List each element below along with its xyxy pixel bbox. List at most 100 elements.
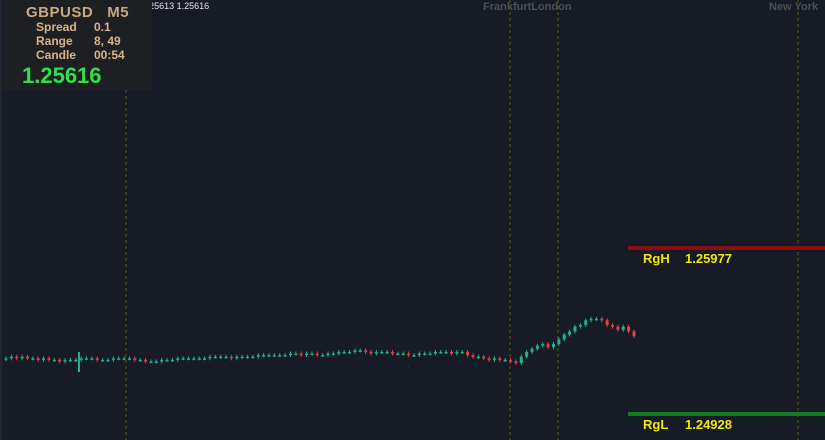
candle <box>514 361 518 364</box>
candle <box>229 356 233 359</box>
candle <box>557 339 561 345</box>
candle <box>503 359 507 362</box>
candle <box>584 320 588 326</box>
candle <box>181 358 185 360</box>
candle <box>170 359 174 362</box>
candle <box>509 359 513 362</box>
candle <box>95 358 99 360</box>
candle <box>127 358 131 360</box>
candle <box>546 344 550 348</box>
candle <box>79 358 83 360</box>
candle <box>482 356 486 359</box>
candle <box>106 359 110 362</box>
candle <box>321 355 325 357</box>
candle <box>315 353 319 356</box>
candle <box>530 348 534 352</box>
candle <box>283 355 287 357</box>
info-panel: GBPUSD M5 Spread 0.1 Range 8, 49 Candle … <box>4 0 152 90</box>
candle <box>439 351 443 354</box>
candle <box>149 361 153 363</box>
candle <box>165 359 169 362</box>
candle <box>133 358 137 360</box>
candle <box>246 356 250 359</box>
candle <box>299 353 303 356</box>
candle <box>348 351 352 354</box>
candle <box>310 353 314 356</box>
candle <box>111 358 115 360</box>
candle <box>605 320 609 326</box>
session-label-frankfurt-london: FrankfurtLondon <box>483 1 572 13</box>
candle <box>417 353 421 356</box>
candle <box>562 334 566 340</box>
candle <box>256 355 260 357</box>
candle <box>331 353 335 356</box>
range-low-label: RgL <box>643 417 669 432</box>
candle <box>68 359 72 362</box>
range-high-value: 1.25977 <box>685 251 732 266</box>
candle <box>423 353 427 356</box>
candle <box>294 353 298 356</box>
candle <box>160 359 164 362</box>
candle <box>428 353 432 356</box>
spread-value: 0.1 <box>94 20 111 34</box>
candle <box>305 353 309 356</box>
candle <box>272 355 276 357</box>
candle <box>476 356 480 359</box>
candle <box>235 356 239 359</box>
candle <box>525 351 529 357</box>
candle <box>251 356 255 359</box>
candle <box>589 318 593 321</box>
candle <box>192 358 196 360</box>
range-label: Range <box>36 34 73 48</box>
candle <box>36 358 40 360</box>
candle <box>122 358 126 360</box>
candle <box>401 353 405 356</box>
candle <box>455 351 459 354</box>
candle <box>224 356 228 359</box>
spread-label: Spread <box>36 20 77 34</box>
candle-timer: 00:54 <box>94 48 125 62</box>
candle <box>374 351 378 354</box>
candle <box>208 356 212 359</box>
candle <box>519 356 523 364</box>
candle <box>52 359 56 362</box>
candle <box>176 358 180 360</box>
candle <box>186 358 190 360</box>
candle <box>450 351 454 354</box>
candle <box>213 356 217 359</box>
candle <box>627 326 631 332</box>
candle <box>25 356 29 359</box>
symbol-timeframe: GBPUSD M5 <box>26 4 129 21</box>
candle <box>369 351 373 354</box>
candle <box>594 318 598 321</box>
timeframe-label: M5 <box>107 4 130 21</box>
candle <box>85 358 89 360</box>
candle <box>466 351 470 356</box>
candle <box>337 351 341 354</box>
candle <box>197 358 201 360</box>
candle <box>47 358 51 360</box>
candle <box>219 356 223 359</box>
candle <box>621 326 625 330</box>
candle <box>535 345 539 349</box>
candle <box>138 359 142 362</box>
candle <box>412 355 416 357</box>
range-high-label: RgH <box>643 251 670 266</box>
current-price: 1.25616 <box>22 63 102 88</box>
candle <box>407 353 411 356</box>
candle <box>90 358 94 360</box>
candle <box>267 355 271 357</box>
candle <box>471 355 475 357</box>
session-separators <box>125 0 799 440</box>
candle <box>240 356 244 359</box>
candle <box>611 325 615 327</box>
candle <box>578 325 582 327</box>
candle <box>74 359 78 362</box>
range-value: 8, 49 <box>94 34 121 48</box>
candle <box>632 331 636 337</box>
candle <box>364 350 368 352</box>
candle <box>15 356 19 359</box>
candle <box>353 350 357 352</box>
candle <box>144 359 148 362</box>
